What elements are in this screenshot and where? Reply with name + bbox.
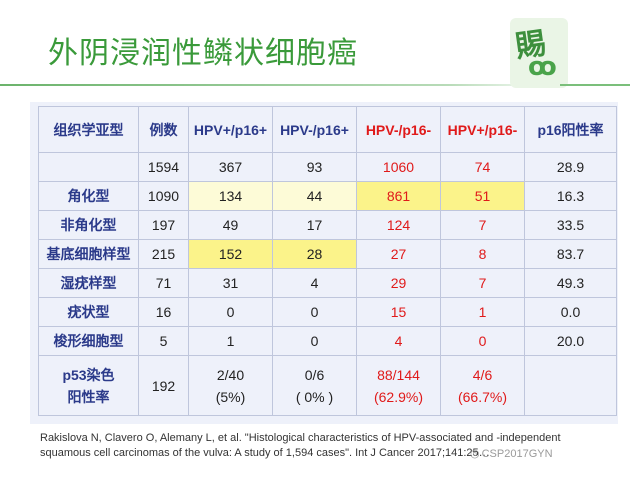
- cell-value: 0: [272, 297, 357, 327]
- row-label: 湿疣样型: [38, 268, 139, 298]
- cell-value: 2/40 (5%): [188, 355, 273, 416]
- slide-title: 外阴浸润性鳞状细胞癌: [48, 36, 358, 71]
- logo-divider: [560, 84, 630, 86]
- cell-value: 1060: [356, 152, 441, 182]
- cell-value: 29: [356, 268, 441, 298]
- cell-fraction: 2/40: [216, 366, 245, 383]
- table-header-row: 组织学亚型 例数 HPV+/p16+ HPV-/p16+ HPV-/p16- H…: [38, 106, 617, 153]
- cell-value: 74: [440, 152, 525, 182]
- logo-icon-lower: ꝏ: [528, 52, 557, 82]
- cell-value: 367: [188, 152, 273, 182]
- cell-value: 7: [440, 268, 525, 298]
- cell-value: 1: [188, 326, 273, 356]
- cell-value: 152: [188, 239, 273, 269]
- cell-value: 27: [356, 239, 441, 269]
- header-cell: 例数: [138, 106, 189, 153]
- title-underline: [0, 84, 560, 86]
- cell-fraction: 4/6: [472, 366, 493, 383]
- cell-rate: 49.3: [524, 268, 617, 298]
- citation-line: squamous cell carcinomas of the vulva: A…: [40, 447, 490, 459]
- cell-cases: 1090: [138, 181, 189, 211]
- cell-rate: 33.5: [524, 210, 617, 240]
- row-label: 非角化型: [38, 210, 139, 240]
- cell-rate: 0.0: [524, 297, 617, 327]
- cell-rate: 28.9: [524, 152, 617, 182]
- wechat-icon: ◎: [470, 448, 480, 460]
- cell-cases: 1594: [138, 152, 189, 182]
- table-row-p53: p53染色 阳性率 192 2/40 (5%) 0/6 ( 0% ) 88/14…: [38, 355, 617, 416]
- header-cell: HPV+/p16-: [440, 106, 525, 153]
- table-row: 1594 367 93 1060 74 28.9: [38, 152, 617, 182]
- row-label: p53染色 阳性率: [38, 355, 139, 416]
- cell-cases: 197: [138, 210, 189, 240]
- cell-rate: [524, 355, 617, 416]
- cell-percent: (66.7%): [457, 388, 508, 405]
- citation: Rakislova N, Clavero O, Alemany L, et al…: [40, 431, 600, 461]
- cell-value: 17: [272, 210, 357, 240]
- cell-percent: (62.9%): [373, 388, 424, 405]
- watermark-text: CSP2017GYN: [481, 448, 553, 460]
- cell-rate: 16.3: [524, 181, 617, 211]
- cell-cases: 192: [138, 355, 189, 416]
- cell-cases: 5: [138, 326, 189, 356]
- cell-value: 4: [356, 326, 441, 356]
- cell-value: 93: [272, 152, 357, 182]
- cell-cases: 215: [138, 239, 189, 269]
- cell-value: 0: [188, 297, 273, 327]
- table-row: 疣状型 16 0 0 15 1 0.0: [38, 297, 617, 327]
- cell-fraction: 88/144: [377, 366, 420, 383]
- cell-value: 8: [440, 239, 525, 269]
- cell-cases: 71: [138, 268, 189, 298]
- table-row: 非角化型 197 49 17 124 7 33.5: [38, 210, 617, 240]
- row-label: 疣状型: [38, 297, 139, 327]
- cell-value: 4: [272, 268, 357, 298]
- cell-rate: 83.7: [524, 239, 617, 269]
- cell-percent: ( 0% ): [295, 388, 334, 405]
- cell-value: 861: [356, 181, 441, 211]
- header-cell: p16阳性率: [524, 106, 617, 153]
- cell-value: 44: [272, 181, 357, 211]
- cell-fraction: 0/6: [304, 366, 325, 383]
- cell-value: 28: [272, 239, 357, 269]
- cell-percent: (5%): [215, 388, 246, 405]
- cell-value: 15: [356, 297, 441, 327]
- header-cell: HPV+/p16+: [188, 106, 273, 153]
- cell-value: 31: [188, 268, 273, 298]
- cell-value: 0: [440, 326, 525, 356]
- row-label: 梭形细胞型: [38, 326, 139, 356]
- row-label: [38, 152, 139, 182]
- cell-value: 124: [356, 210, 441, 240]
- cell-value: 134: [188, 181, 273, 211]
- cell-cases: 16: [138, 297, 189, 327]
- row-label-line: 阳性率: [67, 388, 110, 405]
- cell-value: 88/144 (62.9%): [356, 355, 441, 416]
- table-panel: 组织学亚型 例数 HPV+/p16+ HPV-/p16+ HPV-/p16- H…: [30, 102, 618, 424]
- cell-value: 0: [272, 326, 357, 356]
- row-label: 基底细胞样型: [38, 239, 139, 269]
- header-cell: 组织学亚型: [38, 106, 139, 153]
- logo: [510, 18, 568, 88]
- cell-rate: 20.0: [524, 326, 617, 356]
- table-row: 角化型 1090 134 44 861 51 16.3: [38, 181, 617, 211]
- header-cell: HPV-/p16-: [356, 106, 441, 153]
- citation-line: Rakislova N, Clavero O, Alemany L, et al…: [40, 432, 561, 444]
- table-row: 梭形细胞型 5 1 0 4 0 20.0: [38, 326, 617, 356]
- cell-value: 1: [440, 297, 525, 327]
- cell-value: 7: [440, 210, 525, 240]
- cell-value: 49: [188, 210, 273, 240]
- row-label: 角化型: [38, 181, 139, 211]
- cell-value: 0/6 ( 0% ): [272, 355, 357, 416]
- table-row: 湿疣样型 71 31 4 29 7 49.3: [38, 268, 617, 298]
- table-row: 基底细胞样型 215 152 28 27 8 83.7: [38, 239, 617, 269]
- header-cell: HPV-/p16+: [272, 106, 357, 153]
- watermark: ◎ CSP2017GYN: [470, 447, 553, 460]
- cell-value: 4/6 (66.7%): [440, 355, 525, 416]
- cell-value: 51: [440, 181, 525, 211]
- row-label-line: p53染色: [62, 366, 115, 383]
- data-table: 组织学亚型 例数 HPV+/p16+ HPV-/p16+ HPV-/p16- H…: [38, 106, 617, 416]
